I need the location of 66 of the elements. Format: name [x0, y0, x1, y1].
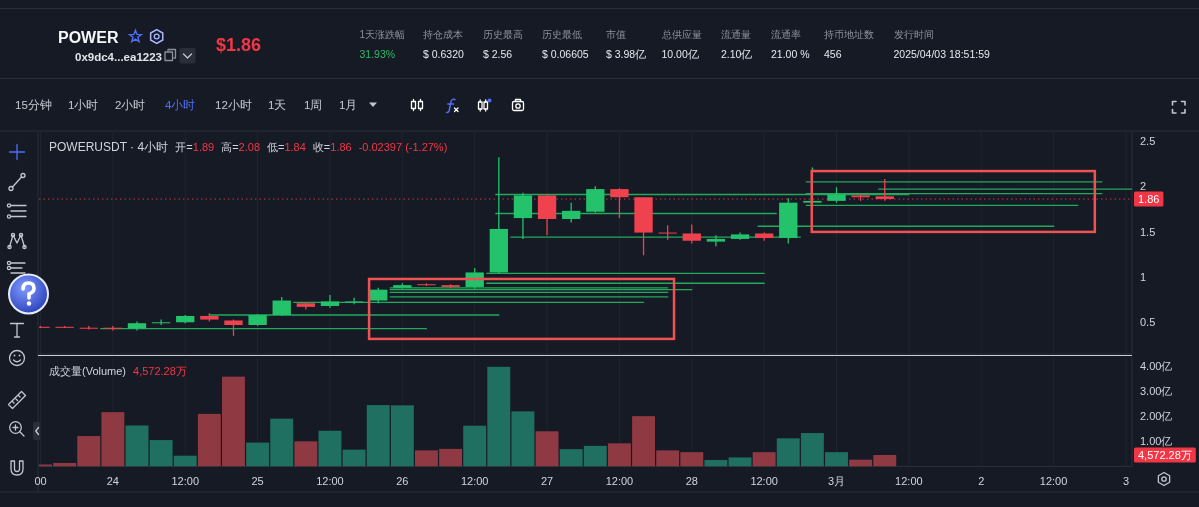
text: $ 0.06605 [542, 47, 589, 60]
text: 12小时 [215, 98, 252, 111]
x-tick-label: 24 [106, 474, 119, 487]
y-tick-label: 2.5 [1140, 135, 1156, 148]
text: 4,572.28万 [1138, 448, 1192, 461]
text: 市值 [606, 28, 626, 40]
x-tick-label: 3 [1122, 474, 1130, 487]
y-tick-label: 1.5 [1140, 225, 1156, 238]
text: 1月 [339, 98, 358, 111]
text: $ 0.6320 [423, 47, 465, 60]
text: 10.00亿 [661, 47, 699, 60]
text: POWER [58, 29, 119, 46]
text: 流通率 [771, 28, 801, 40]
x-tick-label: 12:00 [895, 474, 923, 487]
y-tick-label: 4.00亿 [1140, 359, 1173, 372]
text: 持仓成本 [423, 28, 463, 40]
x-tick-label: 28 [685, 474, 698, 487]
text: 1天 [268, 98, 287, 111]
ref-line-label: 1.86 [1138, 193, 1160, 206]
y-tick-label: 2 [1140, 180, 1147, 193]
text: 成交量(Volume) [49, 364, 127, 377]
text: 总供应量 [660, 28, 702, 40]
text: 历史最低 [542, 28, 582, 40]
y-tick-label: 0.5 [1140, 316, 1156, 329]
x-tick-label: 12:00 [171, 474, 199, 487]
annotation: 开=1.89 [175, 140, 215, 153]
text: $ 2.56 [483, 47, 513, 60]
text: 1周 [304, 98, 323, 111]
y-tick-label: 1.00亿 [1140, 435, 1173, 448]
y-tick-label: 2.00亿 [1140, 410, 1173, 423]
text: 发行时间 [893, 28, 934, 40]
x-tick-label: 27 [540, 474, 554, 487]
text: 15分钟 [15, 98, 52, 111]
x-tick-label: 25 [251, 474, 264, 487]
text: 历史最高 [483, 28, 523, 40]
text: 1天涨跌幅 [359, 28, 406, 40]
y-tick-label: 1 [1140, 270, 1147, 283]
text: 21.00 % [771, 47, 810, 60]
annotation: 低=1.84 [267, 140, 306, 153]
annotation: -0.02397 (-1.27%) [358, 140, 448, 153]
text: 4小时 [165, 98, 196, 111]
text: 2小时 [115, 98, 146, 111]
text: 0x9dc4...ea1223 [75, 50, 162, 63]
x-tick-label: 12:00 [605, 474, 634, 487]
x-tick-label: 12:00 [1039, 474, 1068, 487]
text: POWERUSDT · 4小时 [49, 139, 169, 154]
x-tick-label: 2 [978, 474, 985, 487]
x-tick-label: 12:00 [460, 474, 489, 487]
annotation: 高=2.08 [221, 140, 261, 153]
annotation: 收=1.86 [312, 140, 352, 153]
x-tick-label: 12:00 [750, 474, 778, 487]
text: 2025/04/03 18:51:59 [893, 47, 990, 60]
x-tick-label: 3月 [827, 474, 846, 487]
text: 456 [824, 47, 842, 60]
x-tick-label: 12:00 [316, 474, 344, 487]
x-tick-label: 00 [34, 474, 47, 487]
text: 31.93% [359, 47, 396, 60]
y-tick-label: 3.00亿 [1140, 384, 1173, 397]
text: 2.10亿 [721, 47, 753, 60]
text: 1小时 [68, 98, 99, 111]
text: 持币地址数 [824, 28, 874, 40]
text: 4,572.28万 [133, 364, 187, 377]
text: $ 3.98亿 [606, 47, 647, 60]
x-tick-label: 26 [396, 474, 409, 487]
text: 流通量 [721, 28, 751, 40]
text: $1.86 [216, 35, 262, 55]
